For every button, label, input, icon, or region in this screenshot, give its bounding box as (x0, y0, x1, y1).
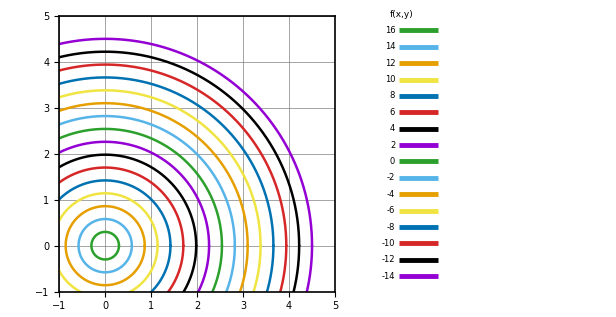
Text: -14: -14 (382, 272, 395, 281)
Text: f(x,y): f(x,y) (390, 10, 413, 18)
Text: -4: -4 (387, 190, 395, 199)
Text: 8: 8 (390, 91, 395, 100)
Text: -8: -8 (387, 223, 395, 231)
Text: 4: 4 (390, 124, 395, 133)
Text: -12: -12 (382, 255, 395, 264)
Text: 16: 16 (384, 26, 395, 35)
Text: 0: 0 (390, 157, 395, 166)
Text: 14: 14 (385, 42, 395, 51)
Text: -10: -10 (382, 239, 395, 248)
Text: 2: 2 (390, 141, 395, 150)
Text: 12: 12 (385, 59, 395, 68)
Text: -6: -6 (387, 206, 395, 215)
Text: 6: 6 (390, 108, 395, 117)
Text: 10: 10 (385, 75, 395, 84)
Text: -2: -2 (387, 173, 395, 182)
